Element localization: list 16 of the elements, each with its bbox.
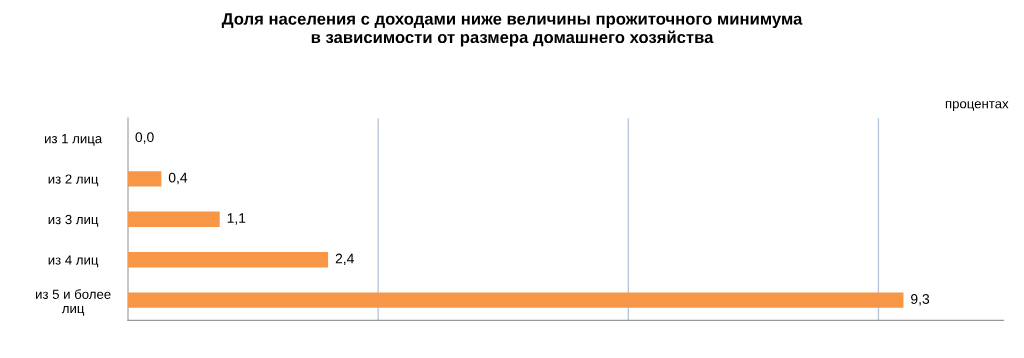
y-tick-label: из 3 лиц [48, 214, 99, 227]
bar [128, 292, 904, 308]
data-label: 0,0 [135, 132, 154, 144]
y-tick-label: из 4 лиц [48, 255, 99, 268]
bar [128, 171, 162, 187]
y-tick-label: из 5 и более лиц [35, 289, 111, 316]
data-label: 2,4 [335, 253, 354, 266]
bar [128, 211, 220, 227]
data-label: 1,1 [227, 213, 246, 225]
bar [128, 252, 329, 268]
data-label: 9,3 [911, 294, 930, 306]
y-tick-label: из 2 лиц [48, 174, 99, 187]
text: процентах [945, 101, 1009, 111]
data-label: 0,4 [168, 172, 188, 185]
chart-title: Доля населения с доходами ниже величины прожиточного минимума в зависимости от размера домашнего хозяйства [221, 13, 803, 47]
y-tick-label: из 1 лица [45, 134, 103, 146]
